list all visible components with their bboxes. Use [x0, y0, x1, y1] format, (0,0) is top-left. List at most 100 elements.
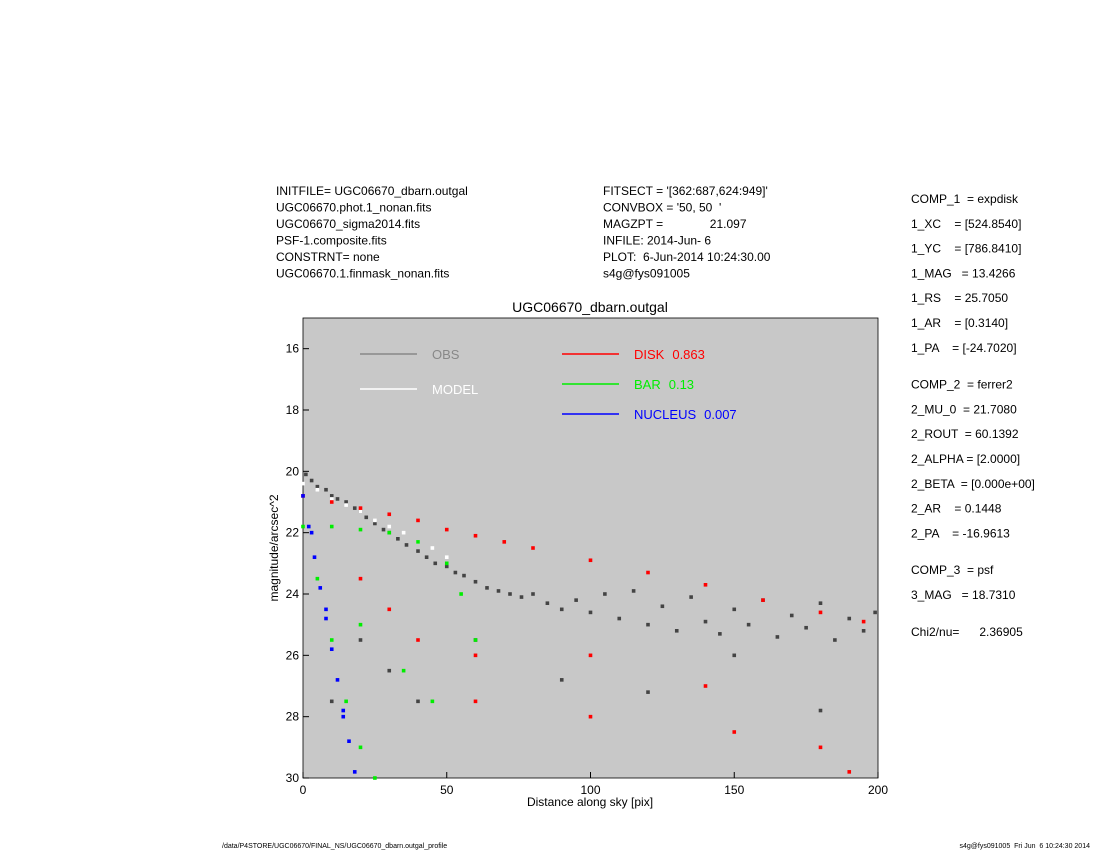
- point: [588, 610, 593, 615]
- legend-label: NUCLEUS: [634, 407, 696, 422]
- header-left-line: INITFILE= UGC06670_dbarn.outgal: [276, 184, 468, 198]
- point: [873, 610, 877, 615]
- point: [324, 616, 328, 621]
- y-tick-label: 30: [286, 771, 300, 785]
- point: [329, 524, 334, 529]
- point: [309, 478, 314, 483]
- y-axis-label: magnitude/arcsec^2: [267, 494, 281, 601]
- parameter-line: Chi2/nu= 2.36905: [911, 625, 1023, 639]
- point: [416, 549, 420, 553]
- point: [531, 592, 535, 596]
- point: [818, 601, 823, 605]
- point: [358, 509, 363, 513]
- point: [416, 638, 420, 642]
- point: [341, 708, 346, 713]
- y-tick-label: 22: [286, 526, 300, 540]
- point: [433, 561, 438, 566]
- parameter-line: 2_BETA = [0.000e+00]: [911, 477, 1035, 491]
- point: [301, 481, 305, 486]
- point: [519, 595, 524, 599]
- y-tick-label: 24: [286, 587, 300, 601]
- point: [358, 506, 363, 510]
- header-left-line: UGC06670.phot.1_nonan.fits: [276, 201, 431, 215]
- point: [315, 487, 320, 492]
- point: [324, 607, 328, 612]
- point: [387, 512, 392, 517]
- parameter-line: 1_YC = [786.8410]: [911, 242, 1021, 256]
- point: [847, 616, 852, 621]
- point: [588, 653, 593, 658]
- point: [804, 625, 808, 630]
- point: [352, 770, 357, 774]
- point: [847, 770, 852, 774]
- footer-left: /data/P4STORE/UGC06670/FINAL_NS/UGC06670…: [222, 843, 447, 850]
- legend-label: DISK: [634, 347, 665, 362]
- point: [617, 616, 622, 621]
- point: [396, 537, 400, 541]
- parameter-line: 2_ROUT = 60.1392: [911, 427, 1019, 441]
- parameter-line: 2_PA = -16.9613: [911, 526, 1010, 540]
- point: [818, 745, 823, 750]
- point: [430, 699, 435, 704]
- point: [373, 776, 377, 780]
- point: [508, 592, 512, 596]
- point: [559, 607, 564, 612]
- x-tick-label: 50: [440, 783, 454, 797]
- point: [358, 745, 363, 750]
- point: [444, 564, 449, 569]
- point: [401, 668, 406, 673]
- x-tick-label: 0: [300, 783, 307, 797]
- point: [381, 527, 386, 532]
- point: [588, 558, 593, 563]
- point: [344, 503, 348, 507]
- point: [401, 530, 406, 535]
- point: [646, 622, 650, 627]
- point: [818, 708, 823, 713]
- point: [559, 678, 564, 682]
- point: [373, 518, 377, 523]
- x-tick-label: 100: [580, 783, 600, 797]
- point: [306, 524, 311, 529]
- point: [387, 668, 392, 673]
- parameter-line: 2_MU_0 = 21.7080: [911, 402, 1017, 416]
- header-middle-line: PLOT: 6-Jun-2014 10:24:30.00: [603, 250, 771, 264]
- header-left-line: CONSTRNT= none: [276, 250, 380, 264]
- legend-label: BAR: [634, 377, 661, 392]
- point: [387, 524, 392, 529]
- point: [444, 561, 449, 566]
- parameter-line: 2_ALPHA = [2.0000]: [911, 452, 1020, 466]
- point: [404, 543, 409, 547]
- point: [416, 699, 420, 704]
- point: [689, 595, 693, 599]
- point: [473, 533, 478, 538]
- point: [335, 497, 340, 501]
- point: [358, 576, 363, 581]
- legend-fraction: 0.13: [669, 377, 694, 392]
- point: [329, 497, 334, 501]
- point: [416, 540, 420, 544]
- parameter-line: 1_MAG = 13.4266: [911, 266, 1016, 280]
- header-middle-line: INFILE: 2014-Jun- 6: [603, 234, 711, 248]
- y-tick-label: 26: [286, 648, 300, 662]
- point: [344, 500, 348, 504]
- parameter-line: 3_MAG = 18.7310: [911, 588, 1016, 602]
- point: [347, 739, 351, 743]
- point: [335, 678, 340, 682]
- point: [473, 638, 478, 642]
- y-tick-label: 16: [286, 342, 300, 356]
- point: [309, 530, 314, 535]
- point: [462, 573, 466, 578]
- point: [545, 601, 550, 605]
- header-middle-line: MAGZPT = 21.097: [603, 217, 747, 231]
- legend-label: OBS: [432, 347, 460, 362]
- plot-area: [302, 317, 879, 779]
- point: [373, 521, 377, 526]
- point: [775, 635, 780, 639]
- point: [387, 530, 392, 535]
- point: [473, 653, 478, 658]
- point: [732, 730, 737, 734]
- point: [304, 472, 308, 477]
- parameter-line: 1_RS = 25.7050: [911, 291, 1008, 305]
- point: [833, 638, 837, 642]
